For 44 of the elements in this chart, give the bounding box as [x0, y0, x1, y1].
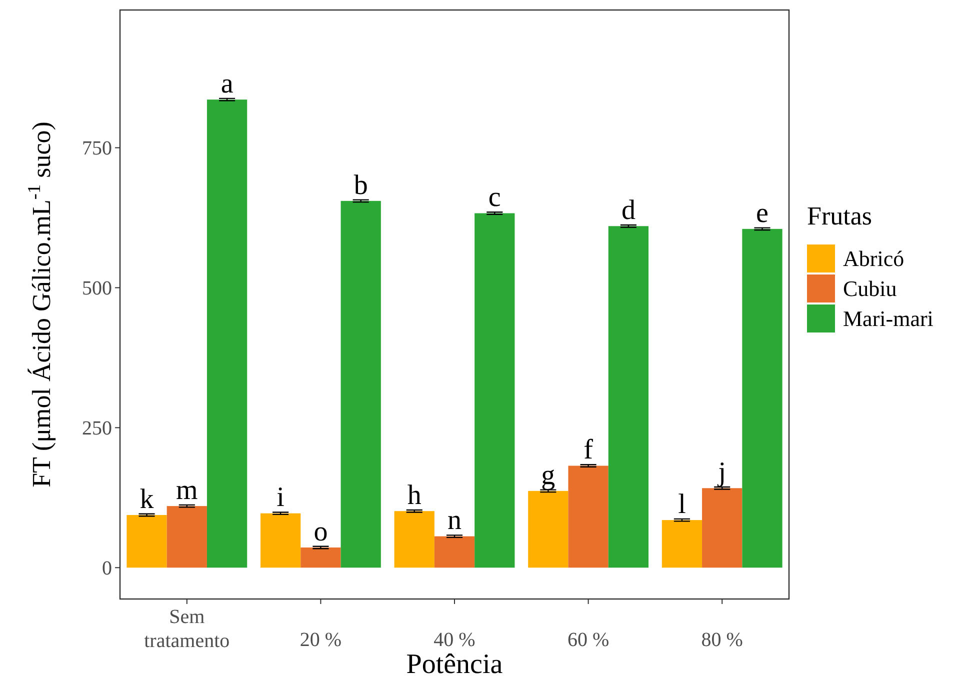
y-tick-label: 500	[82, 278, 112, 300]
bar	[166, 506, 207, 568]
data-label: f	[584, 434, 594, 466]
bar	[434, 536, 475, 568]
data-label: a	[220, 68, 234, 100]
data-label: g	[541, 460, 556, 491]
bar	[608, 226, 649, 568]
data-label: j	[717, 457, 726, 488]
data-label: h	[407, 480, 422, 511]
data-label: m	[176, 474, 198, 506]
bar	[528, 490, 568, 568]
bar	[568, 466, 608, 568]
data-label: n	[448, 505, 462, 536]
data-label: o	[314, 516, 328, 548]
bar	[300, 547, 341, 568]
x-axis-title: Potência	[406, 649, 504, 680]
legend-title: Frutas	[807, 202, 872, 230]
data-label: e	[756, 198, 768, 229]
bar	[126, 515, 167, 568]
data-label: b	[354, 170, 368, 201]
bar	[394, 511, 434, 568]
y-tick-label: 750	[82, 138, 112, 160]
x-tick-label: 60 %	[567, 629, 610, 651]
x-tick-label: 40 %	[434, 629, 476, 651]
x-tick-label: 80 %	[701, 629, 743, 651]
data-label: l	[678, 488, 686, 520]
legend-label: Cubiu	[843, 276, 897, 302]
x-tick-label: 20 %	[300, 629, 342, 651]
y-tick-label: 250	[82, 418, 112, 440]
bar	[340, 200, 381, 568]
y-tick-label: 0	[102, 558, 112, 580]
bar	[742, 228, 782, 568]
legend-label: Mari-mari	[843, 306, 934, 332]
legend-label: Abricó	[843, 246, 904, 272]
data-label: c	[488, 182, 501, 214]
bar	[474, 213, 515, 568]
data-label: i	[276, 482, 285, 514]
bar	[206, 100, 248, 568]
bar	[662, 520, 702, 568]
data-label: k	[140, 484, 154, 515]
bar	[260, 513, 301, 568]
data-label: d	[621, 194, 636, 226]
x-tick-label: Sem tratamento	[144, 606, 230, 652]
bar	[702, 488, 742, 568]
